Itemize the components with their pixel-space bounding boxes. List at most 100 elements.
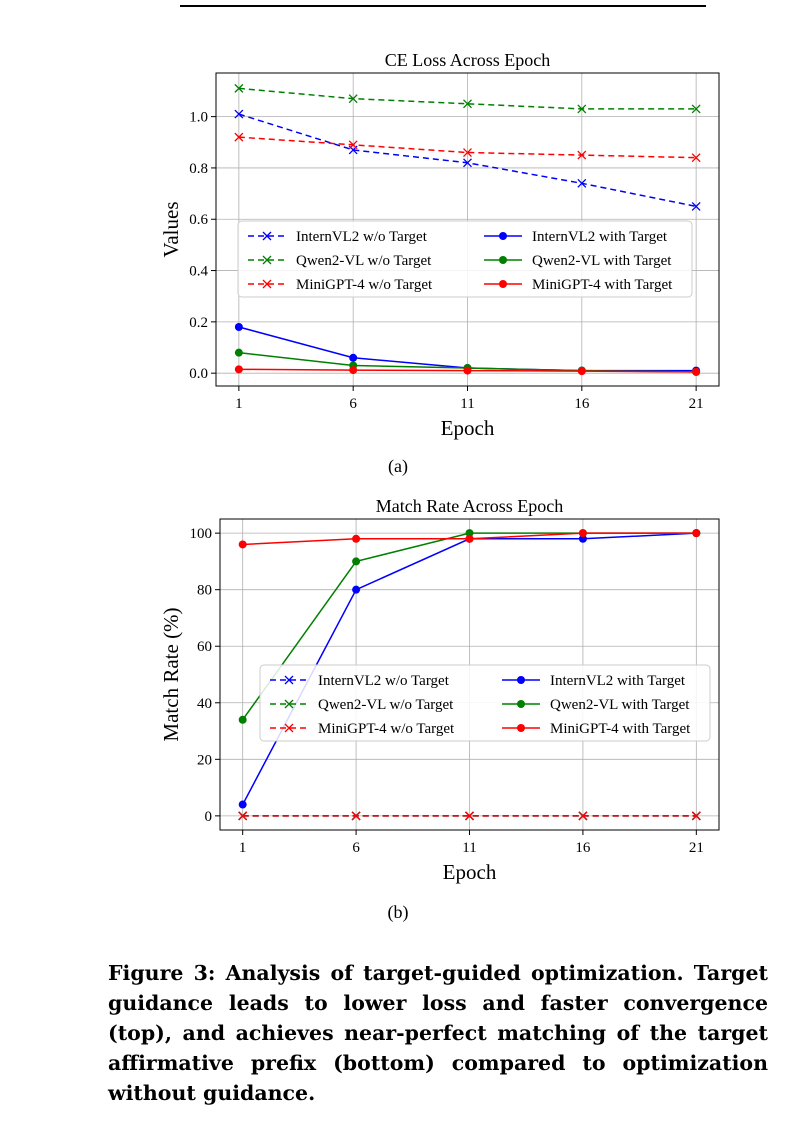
chart2-legend-qwen2-vl-with-target-marker [517, 700, 525, 708]
chart2-series-minigpt-4-w-o-target-point-0 [238, 811, 248, 821]
chart1-legend-internvl2-with-target-label: InternVL2 with Target [532, 229, 668, 245]
chart1-series-minigpt-4-w-o-target-point-4 [691, 153, 701, 163]
chart2-ytick-label-2: 40 [197, 696, 212, 712]
ce-loss-chart: 1 6 11 16 210.00.20.40.60.81.0CE Loss Across… [159, 50, 720, 440]
chart1-series-minigpt-4-w-o-target-point-2 [463, 148, 472, 157]
chart1-xtick-label-0: 1 [235, 396, 243, 412]
chart1-series-internvl2-with-target-point-1 [349, 353, 358, 362]
chart2-xtick-label-3: 16 [575, 840, 591, 856]
chart2-series-internvl2-with-target-point-3 [578, 534, 587, 543]
chart1-series-minigpt-4-w-o-target [234, 132, 701, 163]
chart2-legend-qwen2-vl-w-o-target-label: Qwen2-VL w/o Target [318, 697, 454, 713]
chart1-series-minigpt-4-w-o-target-line [238, 136, 697, 159]
chart1-xtick-label-3: 16 [574, 396, 590, 412]
chart1-series-minigpt-4-with-target-point-2 [463, 366, 472, 375]
chart1-series-internvl2-w-o-target-point-2 [463, 158, 472, 168]
chart2-series-minigpt-4-with-target-point-4 [692, 529, 701, 538]
chart1-ytick-label-4: 0.8 [189, 161, 208, 177]
chart1-series-minigpt-4-with-target-point-4 [692, 367, 701, 376]
chart1-series-minigpt-4-with-target-point-1 [349, 366, 358, 375]
chart1-series-internvl2-w-o-target-point-3 [577, 178, 587, 188]
chart1-legend-internvl2-with-target-marker [499, 232, 507, 240]
chart1-ytick-label-1: 0.2 [189, 315, 208, 331]
chart2-series-minigpt-4-with-target-point-1 [352, 534, 361, 543]
chart2-series-qwen2-vl-with-target-point-2 [465, 529, 474, 538]
chart2-legend: InternVL2 w/o Target Qwen2-VL w/o Target M… [259, 664, 711, 742]
chart2-series-minigpt-4-with-target [238, 529, 701, 549]
chart2-xtick-label-1: 6 [352, 840, 360, 856]
chart1-legend-minigpt-4-with-target-label: MiniGPT-4 with Target [532, 277, 673, 293]
chart1-legend-minigpt-4-w-o-target-label: MiniGPT-4 w/o Target [296, 277, 433, 293]
chart1-ytick-label-5: 1.0 [189, 110, 208, 126]
chart1-series-minigpt-4-with-target-point-0 [234, 365, 243, 374]
chart1-series-minigpt-4-with-target-point-3 [577, 367, 586, 376]
chart1-series-qwen2-vl-w-o-target-point-2 [463, 99, 472, 109]
chart1-title: CE Loss Across Epoch [385, 50, 551, 70]
top-rule [180, 5, 706, 7]
figure-caption: Figure 3: Analysis of target-guided opti… [108, 958, 768, 1108]
chart1-series-internvl2-with-target-point-0 [234, 322, 243, 331]
chart2-legend-internvl2-with-target-marker [517, 676, 525, 684]
chart1-xtick-label-2: 11 [460, 396, 474, 412]
chart1-ytick-label-0: 0.0 [189, 366, 208, 382]
chart2-ylabel: Match Rate (%) [159, 607, 183, 741]
chart2-ytick-label-5: 100 [190, 526, 213, 542]
chart1-ytick-label-2: 0.4 [189, 264, 208, 280]
chart2-series-minigpt-4-with-target-point-0 [238, 540, 247, 549]
subfigure-label-b: (b) [387, 902, 409, 922]
chart1-legend: InternVL2 w/o Target Qwen2-VL w/o Target M… [237, 220, 693, 298]
chart1-series-minigpt-4-w-o-target-point-3 [577, 150, 587, 160]
chart2-legend-minigpt-4-with-target-marker [517, 724, 525, 732]
chart1-xlabel: Epoch [441, 416, 495, 440]
chart2-series-minigpt-4-with-target-point-3 [578, 529, 587, 538]
chart1-series-qwen2-vl-w-o-target-point-1 [348, 94, 358, 104]
chart1-legend-box [237, 220, 693, 298]
chart2-xtick-label-0: 1 [239, 840, 247, 856]
chart2-ytick-label-4: 80 [197, 583, 212, 599]
chart1-series-minigpt-4-w-o-target-point-1 [348, 140, 358, 150]
caption-text: Analysis of target-guided optimization. … [108, 961, 768, 1105]
chart2-series-internvl2-with-target-point-1 [352, 585, 361, 594]
chart2-legend-box [259, 664, 711, 742]
chart1-legend-minigpt-4-with-target-marker [499, 280, 507, 288]
chart2-series-internvl2-with-target-point-0 [238, 800, 247, 809]
chart1-legend-qwen2-vl-w-o-target-label: Qwen2-VL w/o Target [296, 253, 432, 269]
chart2-title: Match Rate Across Epoch [376, 496, 563, 516]
chart2-ytick-label-0: 0 [205, 809, 213, 825]
chart2-series-minigpt-4-w-o-target-point-1 [351, 811, 361, 821]
chart1-legend-minigpt-4-w-o-target-marker [262, 279, 272, 289]
chart2-xlabel: Epoch [443, 860, 497, 884]
chart1-series-qwen2-vl-w-o-target [234, 83, 701, 114]
chart1-legend-qwen2-vl-with-target-marker [499, 256, 507, 264]
chart2-ytick-label-1: 20 [197, 752, 212, 768]
chart2-series-minigpt-4-w-o-target-point-3 [578, 811, 588, 821]
chart2-series-qwen2-vl-with-target-point-1 [352, 557, 361, 566]
chart1-series-qwen2-vl-w-o-target-point-4 [691, 104, 701, 114]
chart1-ylabel: Values [159, 202, 183, 258]
chart1-legend-qwen2-vl-with-target-label: Qwen2-VL with Target [532, 253, 672, 269]
chart1-ytick-label-3: 0.6 [189, 212, 208, 228]
subfigure-label-a: (a) [388, 456, 408, 476]
chart1-series-qwen2-vl-w-o-target-point-0 [234, 83, 244, 93]
chart1-series-minigpt-4-with-target [234, 365, 701, 376]
chart1-xtick-label-4: 21 [689, 396, 704, 412]
chart1-legend-internvl2-w-o-target-label: InternVL2 w/o Target [296, 229, 428, 245]
chart2-legend-minigpt-4-w-o-target-label: MiniGPT-4 w/o Target [318, 721, 455, 737]
caption-label: Figure 3: [108, 961, 216, 985]
chart2-legend-minigpt-4-w-o-target-marker [284, 723, 294, 733]
chart2-legend-minigpt-4-with-target-label: MiniGPT-4 with Target [550, 721, 691, 737]
chart2-series-minigpt-4-w-o-target [238, 811, 701, 821]
chart2-xtick-label-4: 21 [689, 840, 704, 856]
chart1-legend-qwen2-vl-w-o-target-marker [262, 255, 272, 265]
chart2-series-qwen2-vl-with-target-point-0 [238, 715, 247, 724]
chart2-xtick-label-2: 11 [462, 840, 476, 856]
chart2-ytick-label-3: 60 [197, 639, 212, 655]
chart2-legend-internvl2-w-o-target-label: InternVL2 w/o Target [318, 673, 450, 689]
chart2-legend-internvl2-with-target-label: InternVL2 with Target [550, 673, 686, 689]
chart2-legend-qwen2-vl-with-target-label: Qwen2-VL with Target [550, 697, 690, 713]
chart1-series-qwen2-vl-w-o-target-point-3 [577, 104, 587, 114]
chart2-legend-internvl2-w-o-target-marker [284, 675, 294, 685]
chart2-series-minigpt-4-w-o-target-point-2 [465, 811, 474, 821]
chart2-legend-qwen2-vl-w-o-target-marker [284, 699, 294, 709]
